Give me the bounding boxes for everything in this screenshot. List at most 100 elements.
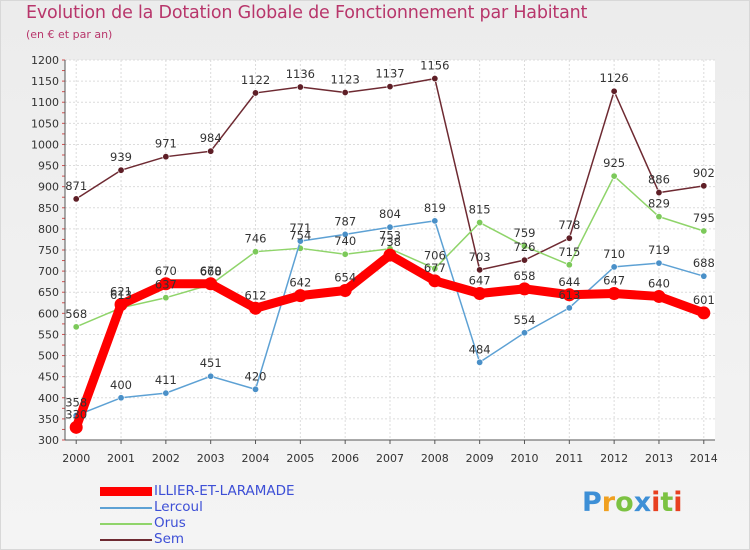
y-tick-label: 750 (38, 244, 59, 257)
data-point-orus (72, 323, 80, 331)
data-label: 819 (424, 201, 446, 215)
data-point-orus (520, 242, 528, 250)
data-point-illier-et-laramade (114, 297, 128, 311)
data-label: 795 (693, 211, 715, 225)
data-point-orus (565, 261, 573, 269)
y-tick-label: 1000 (31, 138, 59, 151)
legend-swatch-orus (100, 523, 152, 525)
data-point-orus (162, 294, 170, 302)
data-point-illier-et-laramade (383, 248, 397, 262)
data-label: 710 (603, 247, 625, 261)
data-label: 829 (648, 197, 670, 211)
data-label: 358 (65, 396, 87, 410)
data-label: 644 (558, 275, 580, 289)
data-label: 420 (245, 369, 267, 383)
chart-title: Evolution de la Dotation Globale de Fonc… (26, 3, 588, 23)
data-label: 484 (469, 342, 491, 356)
y-tick-label: 350 (38, 413, 59, 426)
data-label: 939 (110, 150, 132, 164)
x-tick-label: 2012 (600, 452, 628, 465)
data-label: 658 (514, 269, 536, 283)
y-tick-label: 600 (38, 307, 59, 320)
legend-swatch-sem (100, 539, 152, 541)
y-tick-label: 700 (38, 265, 59, 278)
y-tick-label: 1150 (31, 75, 59, 88)
data-point-lercoul (117, 394, 125, 402)
data-point-lercoul (700, 272, 708, 280)
data-label: 984 (200, 131, 222, 145)
data-point-lercoul (207, 372, 215, 380)
data-label: 771 (289, 221, 311, 235)
x-tick-label: 2014 (690, 452, 718, 465)
data-point-sem (117, 166, 125, 174)
data-point-illier-et-laramade (562, 288, 576, 302)
data-label: 670 (200, 264, 222, 278)
y-tick-label: 800 (38, 223, 59, 236)
data-point-lercoul (655, 259, 663, 267)
data-point-sem (341, 89, 349, 97)
data-label: 411 (155, 373, 177, 387)
series-lines (69, 75, 711, 434)
data-point-sem (252, 89, 260, 97)
data-point-orus (341, 250, 349, 258)
data-label: 688 (693, 256, 715, 270)
data-label: 759 (514, 226, 536, 240)
y-tick-label: 650 (38, 286, 59, 299)
data-label: 670 (155, 264, 177, 278)
data-label: 654 (334, 271, 356, 285)
data-point-sem (72, 195, 80, 203)
data-label: 1137 (375, 67, 404, 81)
data-label: 642 (289, 276, 311, 290)
data-point-illier-et-laramade (428, 274, 442, 288)
legend-label-sem: Sem (154, 531, 185, 547)
data-point-illier-et-laramade (473, 286, 487, 300)
data-label: 778 (558, 218, 580, 232)
data-point-orus (655, 213, 663, 221)
data-label: 1136 (286, 67, 315, 81)
data-point-lercoul (296, 237, 304, 245)
data-label: 804 (379, 207, 401, 221)
data-point-lercoul (341, 230, 349, 238)
data-label: 677 (424, 261, 446, 275)
y-tick-label: 450 (38, 371, 59, 384)
data-label: 613 (110, 288, 132, 302)
legend-label-lercoul: Lercoul (154, 499, 203, 515)
chart-subtitle: (en € et par an) (26, 28, 113, 41)
data-label: 568 (65, 307, 87, 321)
data-point-illier-et-laramade (697, 306, 711, 320)
y-tick-label: 1050 (31, 117, 59, 130)
legend-swatch-lercoul (100, 507, 152, 509)
data-label: 1126 (599, 71, 628, 85)
data-label: 753 (379, 229, 401, 243)
data-point-orus (700, 227, 708, 235)
data-label: 886 (648, 173, 670, 187)
data-point-lercoul (610, 263, 618, 271)
data-point-sem (431, 75, 439, 83)
data-point-sem (700, 182, 708, 190)
x-tick-label: 2007 (376, 452, 404, 465)
data-label: 451 (200, 356, 222, 370)
x-tick-label: 2004 (242, 452, 270, 465)
x-tick-label: 2010 (510, 452, 538, 465)
data-point-illier-et-laramade (517, 282, 531, 296)
data-label: 902 (693, 166, 715, 180)
data-point-orus (476, 219, 484, 227)
data-point-illier-et-laramade (159, 277, 173, 291)
data-point-sem (610, 87, 618, 95)
data-label: 554 (514, 313, 536, 327)
data-point-sem (520, 256, 528, 264)
data-label: 740 (334, 234, 356, 248)
y-tick-label: 850 (38, 202, 59, 215)
data-label: 601 (693, 293, 715, 307)
data-point-sem (565, 234, 573, 242)
data-labels: 330 621 670 670 612 642 654 738 677 647 658 644 647 6… (65, 59, 715, 422)
data-point-orus (252, 248, 260, 256)
data-label: 1123 (331, 73, 360, 87)
data-label: 613 (558, 288, 580, 302)
y-tick-label: 550 (38, 328, 59, 341)
data-point-illier-et-laramade (293, 289, 307, 303)
data-point-lercoul (476, 358, 484, 366)
data-label: 815 (469, 203, 491, 217)
data-point-illier-et-laramade (249, 301, 263, 315)
